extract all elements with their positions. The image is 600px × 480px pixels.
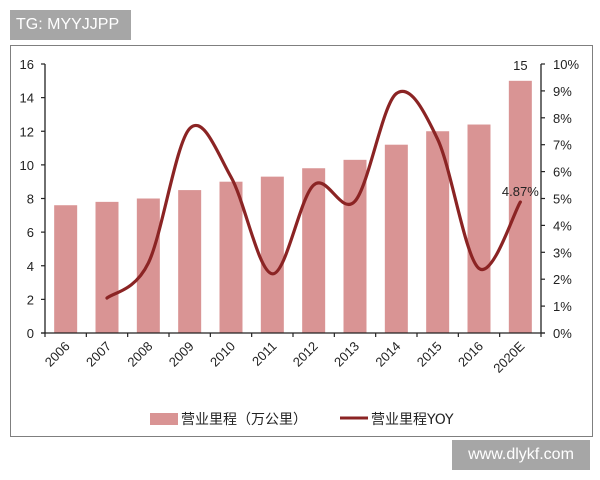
data-labels: 15 4.87% xyxy=(502,58,539,199)
right-tick-label: 4% xyxy=(553,218,572,233)
watermark-bottom-right: www.dlykf.com xyxy=(452,440,590,470)
right-tick-label: 10% xyxy=(553,57,579,72)
left-tick-label: 0 xyxy=(27,326,34,341)
left-tick-label: 12 xyxy=(20,124,34,139)
right-tick-label: 9% xyxy=(553,84,572,99)
right-tick-label: 3% xyxy=(553,245,572,260)
bar-2009 xyxy=(178,190,202,333)
bar-series-mileage xyxy=(54,80,532,334)
watermark-top-left: TG: MYYJJPP xyxy=(10,10,132,40)
left-tick-label: 6 xyxy=(27,225,34,240)
left-tick-label: 16 xyxy=(20,57,34,72)
right-tick-label: 7% xyxy=(553,138,572,153)
x-tick-label: 2006 xyxy=(42,339,73,370)
left-tick-label: 2 xyxy=(27,292,34,307)
bar-2020E xyxy=(508,80,532,333)
x-tick-label: 2012 xyxy=(290,339,321,370)
left-tick-label: 14 xyxy=(20,91,34,106)
right-tick-label: 2% xyxy=(553,272,572,287)
bar-2012 xyxy=(302,168,326,333)
legend-bar-swatch-icon xyxy=(150,413,178,425)
legend-line-label: 营业里程YOY xyxy=(371,412,454,428)
left-tick-label: 4 xyxy=(27,259,34,274)
legend-bar-label: 营业里程（万公里） xyxy=(181,412,307,428)
chart-frame xyxy=(10,45,593,437)
x-tick-label: 2008 xyxy=(124,339,155,370)
x-tick-label: 2009 xyxy=(166,339,197,370)
bar-2007 xyxy=(95,201,119,333)
bar-2015 xyxy=(426,131,450,333)
right-tick-label: 1% xyxy=(553,299,572,314)
bar-2014 xyxy=(384,144,408,333)
x-tick-label: 2014 xyxy=(372,339,403,370)
right-tick-label: 8% xyxy=(553,111,572,126)
x-tick-label: 2013 xyxy=(331,339,362,370)
x-tick-label: 2020E xyxy=(490,338,527,375)
x-tick-label: 2007 xyxy=(83,339,114,370)
data-label: 4.87% xyxy=(502,184,539,199)
x-tick-label: 2010 xyxy=(207,339,238,370)
right-tick-label: 0% xyxy=(553,326,572,341)
right-tick-label: 6% xyxy=(553,165,572,180)
left-tick-label: 8 xyxy=(27,192,34,207)
right-tick-label: 5% xyxy=(553,192,572,207)
line-series-yoy xyxy=(105,89,522,300)
x-tick-label: 2016 xyxy=(455,339,486,370)
bar-2016 xyxy=(467,124,491,334)
x-tick-label: 2015 xyxy=(414,339,445,370)
bar-2010 xyxy=(219,181,243,333)
legend: 营业里程（万公里） 营业里程YOY xyxy=(150,412,454,428)
x-tick-label: 2011 xyxy=(249,339,279,369)
data-label: 15 xyxy=(513,58,527,73)
left-tick-label: 10 xyxy=(20,158,34,173)
bar-2006 xyxy=(54,205,78,333)
bar-2011 xyxy=(260,176,284,333)
